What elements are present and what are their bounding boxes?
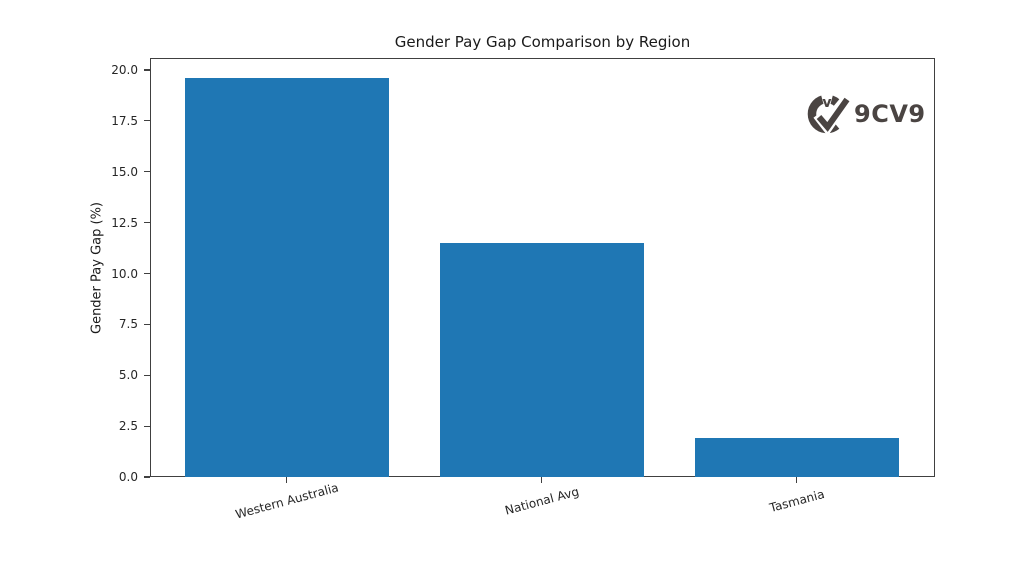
x-tick-label-tasmania: Tasmania bbox=[767, 486, 826, 516]
y-tick-mark bbox=[144, 69, 150, 71]
y-tick-mark bbox=[144, 222, 150, 224]
y-tick-mark bbox=[144, 476, 150, 478]
9cv9-logo-icon: v bbox=[807, 91, 852, 137]
y-tick-label: 2.5 bbox=[118, 419, 138, 434]
y-tick-label: 7.5 bbox=[118, 317, 138, 332]
y-tick-mark bbox=[144, 425, 150, 427]
y-tick-label: 5.0 bbox=[118, 368, 138, 383]
y-tick-label: 0.0 bbox=[118, 470, 138, 484]
watermark-logo: v 9CV9 bbox=[804, 90, 926, 138]
y-tick-mark bbox=[144, 171, 150, 173]
chart-title: Gender Pay Gap Comparison by Region bbox=[394, 33, 691, 51]
x-tick-mark bbox=[541, 477, 543, 483]
y-tick-mark bbox=[144, 374, 150, 376]
bar-national-avg bbox=[439, 242, 644, 477]
y-tick-mark bbox=[144, 272, 150, 275]
y-tick-label: 17.5 bbox=[111, 113, 138, 128]
bar-tasmania bbox=[694, 438, 899, 477]
x-tick-label-western-australia: Western Australia bbox=[233, 480, 340, 522]
bar-western-australia bbox=[184, 78, 389, 477]
y-tick-label: 15.0 bbox=[111, 164, 138, 179]
y-tick-label: 10.0 bbox=[111, 266, 138, 281]
y-tick-label: 20.0 bbox=[111, 63, 138, 77]
x-tick-label-national-avg: National Avg bbox=[503, 484, 581, 518]
y-tick-mark bbox=[144, 323, 150, 325]
y-tick-label: 12.5 bbox=[111, 215, 138, 230]
watermark-brand-text: 9CV9 bbox=[854, 100, 926, 128]
y-tick-mark bbox=[144, 120, 150, 122]
x-tick-mark bbox=[796, 477, 798, 483]
x-tick-mark bbox=[285, 477, 288, 483]
logo-v-letter: v bbox=[822, 95, 831, 111]
